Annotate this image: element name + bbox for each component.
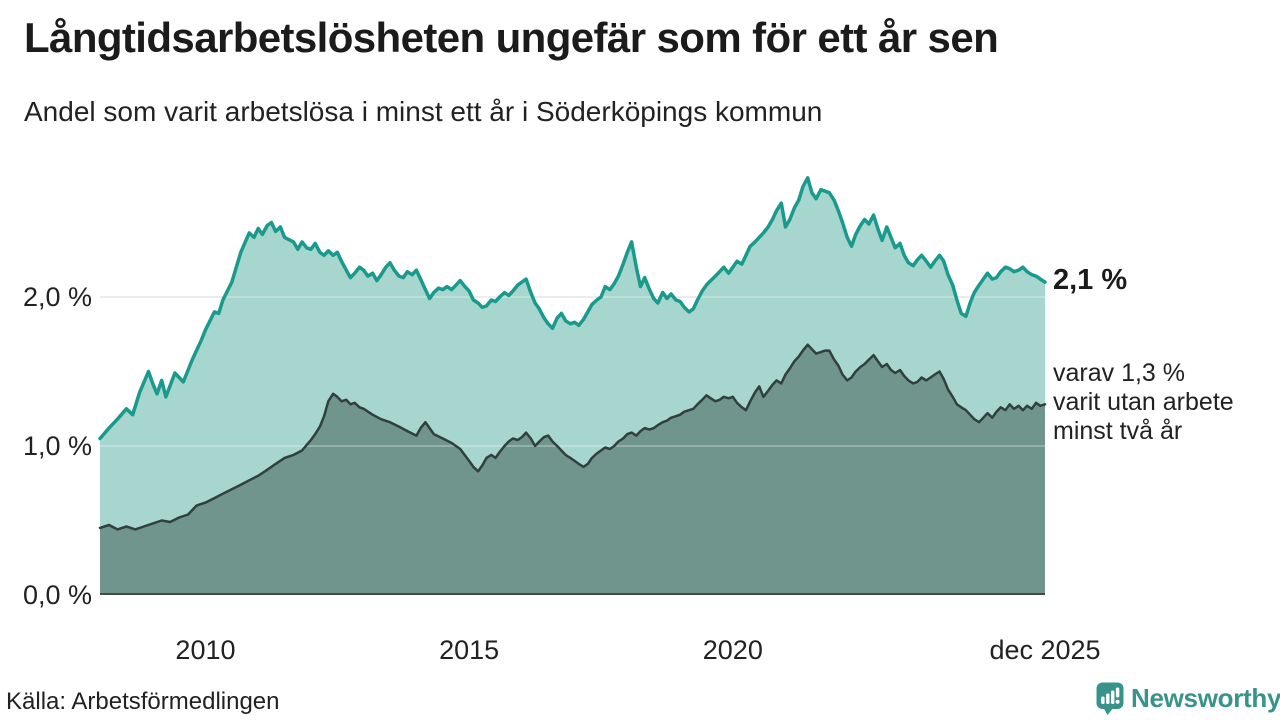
page-subtitle: Andel som varit arbetslösa i minst ett å…: [24, 96, 823, 127]
series-area-1: [100, 344, 1045, 595]
x-axis-tick-label: 2010: [175, 635, 236, 665]
series-end-value-label: 2,1 %: [1053, 264, 1128, 297]
y-axis-tick-label: 1,0 %: [22, 431, 92, 461]
x-axis-tick-label: 2020: [702, 635, 763, 665]
y-axis-tick-label: 0,0 %: [22, 580, 92, 610]
page-title: Långtidsarbetslösheten ungefär som för e…: [24, 14, 999, 61]
area-chart: [98, 176, 1047, 596]
source-text: Källa: Arbetsförmedlingen: [6, 688, 280, 715]
newsworthy-logo[interactable]: Newsworthy: [1096, 682, 1280, 715]
newsworthy-wordmark: Newsworthy: [1131, 683, 1280, 713]
series-end-note: varav 1,3 % varit utan arbete minst två …: [1053, 359, 1234, 446]
newsworthy-icon: [1096, 682, 1124, 715]
x-axis-tick-label: 2015: [439, 635, 500, 665]
series-line-0: [98, 176, 1047, 441]
series-line-1: [98, 343, 1047, 531]
y-axis-tick-label: 2,0 %: [22, 282, 92, 312]
x-axis-tick-label: dec 2025: [989, 635, 1101, 665]
